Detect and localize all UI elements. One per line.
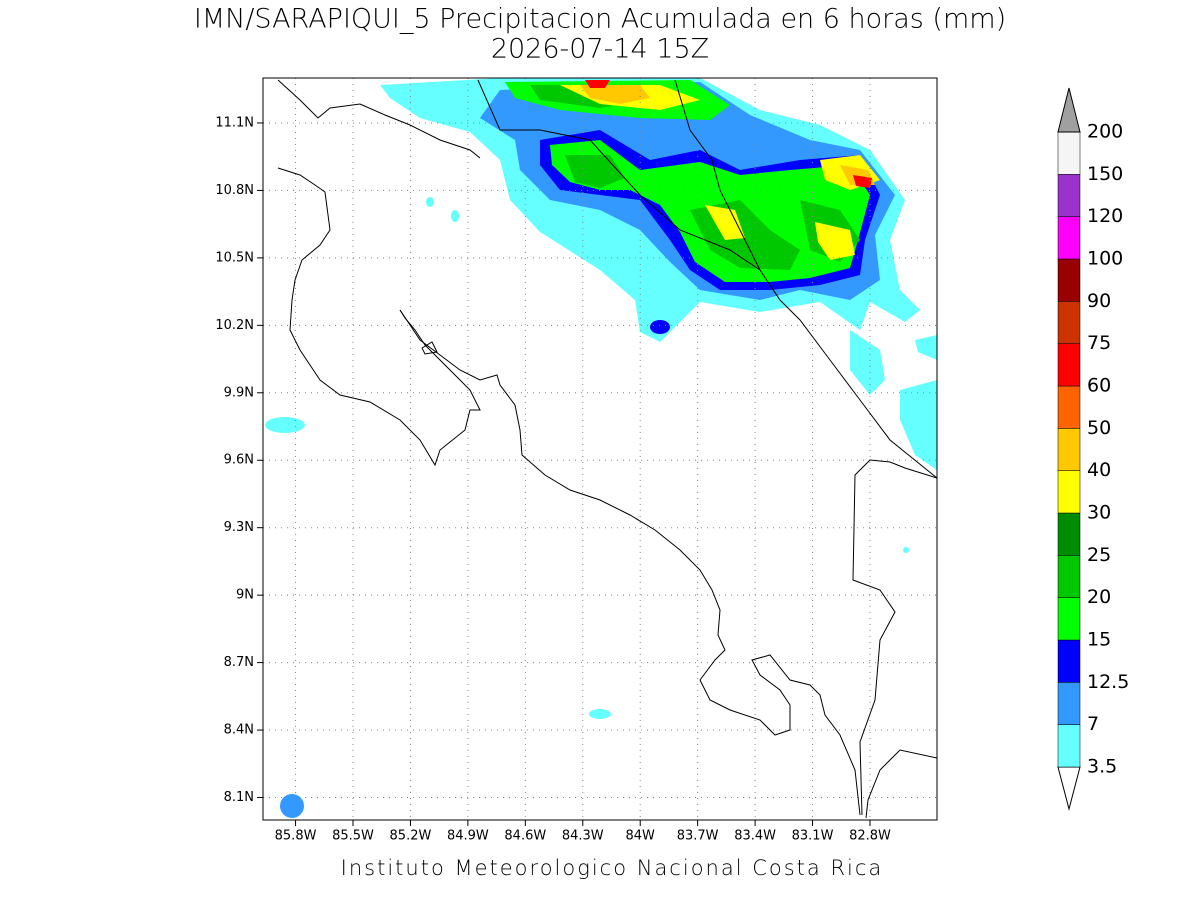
y-tick-label: 9.3N (224, 520, 254, 535)
x-tick-label: 85.2W (390, 829, 432, 844)
colorbar-label: 60 (1087, 375, 1111, 397)
colorbar-bin (1057, 428, 1081, 471)
map-title: IMN/SARAPIQUI_5 Precipitacion Acumulada … (194, 4, 1006, 35)
colorbar-bin (1057, 174, 1081, 217)
colorbar-bin (1057, 343, 1081, 387)
colorbar-label: 150 (1087, 163, 1123, 185)
y-tick-label: 10.8N (215, 183, 254, 198)
y-tick-label: 10.5N (215, 250, 254, 265)
colorbar-label: 120 (1087, 205, 1123, 227)
colorbar-label: 3.5 (1087, 756, 1117, 778)
colorbar-bin (1057, 216, 1081, 260)
colorbar-bin (1057, 385, 1081, 429)
colorbar-bin (1057, 512, 1081, 556)
colorbar-bin (1057, 724, 1081, 768)
colorbar-under (1057, 766, 1081, 811)
colorbar-label: 25 (1087, 544, 1111, 566)
colorbar-bin (1057, 682, 1081, 725)
colorbar-label: 200 (1087, 121, 1123, 143)
y-tick-label: 10.2N (215, 318, 254, 333)
colorbar-bin (1057, 555, 1081, 598)
y-tick-label: 9.9N (224, 385, 254, 400)
map-subtitle: 2026-07-14 15Z (491, 34, 709, 65)
footer: Instituto Meteorologico Nacional Costa R… (341, 856, 884, 880)
x-tick-label: 85.8W (275, 829, 317, 844)
colorbar-label: 90 (1087, 290, 1111, 312)
x-tick-label: 83.7W (677, 829, 719, 844)
y-tick-label: 8.1N (224, 790, 254, 805)
colorbar-label: 30 (1087, 502, 1111, 524)
colorbar-label: 15 (1087, 629, 1111, 651)
y-tick-label: 8.4N (224, 723, 254, 738)
colorbar-label: 50 (1087, 417, 1111, 439)
y-tick-label: 8.7N (224, 655, 254, 670)
colorbar-label: 20 (1087, 586, 1111, 608)
x-tick-label: 83.1W (792, 829, 834, 844)
colorbar-label: 100 (1087, 248, 1123, 270)
colorbar-label: 12.5 (1087, 671, 1129, 693)
x-tick-label: 84W (626, 829, 656, 844)
y-tick-label: 9N (236, 588, 254, 603)
coastlines (277, 79, 937, 819)
colorbar-bin (1057, 131, 1081, 175)
x-tick-label: 83.4W (734, 829, 776, 844)
colorbar-bin (1057, 301, 1081, 344)
colorbar-label: 7 (1087, 713, 1099, 735)
colorbar: 3.5 7 12.5 15 20 25 30 40 50 60 75 90 100 120 150 200 (1057, 87, 1129, 811)
colorbar-bin (1057, 597, 1081, 641)
y-tick-label: 9.6N (224, 453, 254, 468)
colorbar-over (1057, 87, 1081, 133)
colorbar-label: 75 (1087, 332, 1111, 354)
x-tick-label: 84.3W (562, 829, 604, 844)
y-tick-label: 11.1N (215, 115, 254, 130)
colorbar-label: 40 (1087, 459, 1111, 481)
x-tick-label: 82.8W (849, 829, 891, 844)
x-tick-label: 84.9W (447, 829, 489, 844)
map-frame (262, 77, 938, 821)
colorbar-bin (1057, 639, 1081, 683)
colorbar-bin (1057, 258, 1081, 302)
precipitation-field (265, 78, 937, 818)
colorbar-bin (1057, 470, 1081, 514)
grid: 85.8W 85.5W 85.2W 84.9W 84.6W 84.3W 84W 83.7W 83… (215, 78, 937, 844)
x-tick-label: 85.5W (332, 829, 374, 844)
x-tick-label: 84.6W (504, 829, 546, 844)
